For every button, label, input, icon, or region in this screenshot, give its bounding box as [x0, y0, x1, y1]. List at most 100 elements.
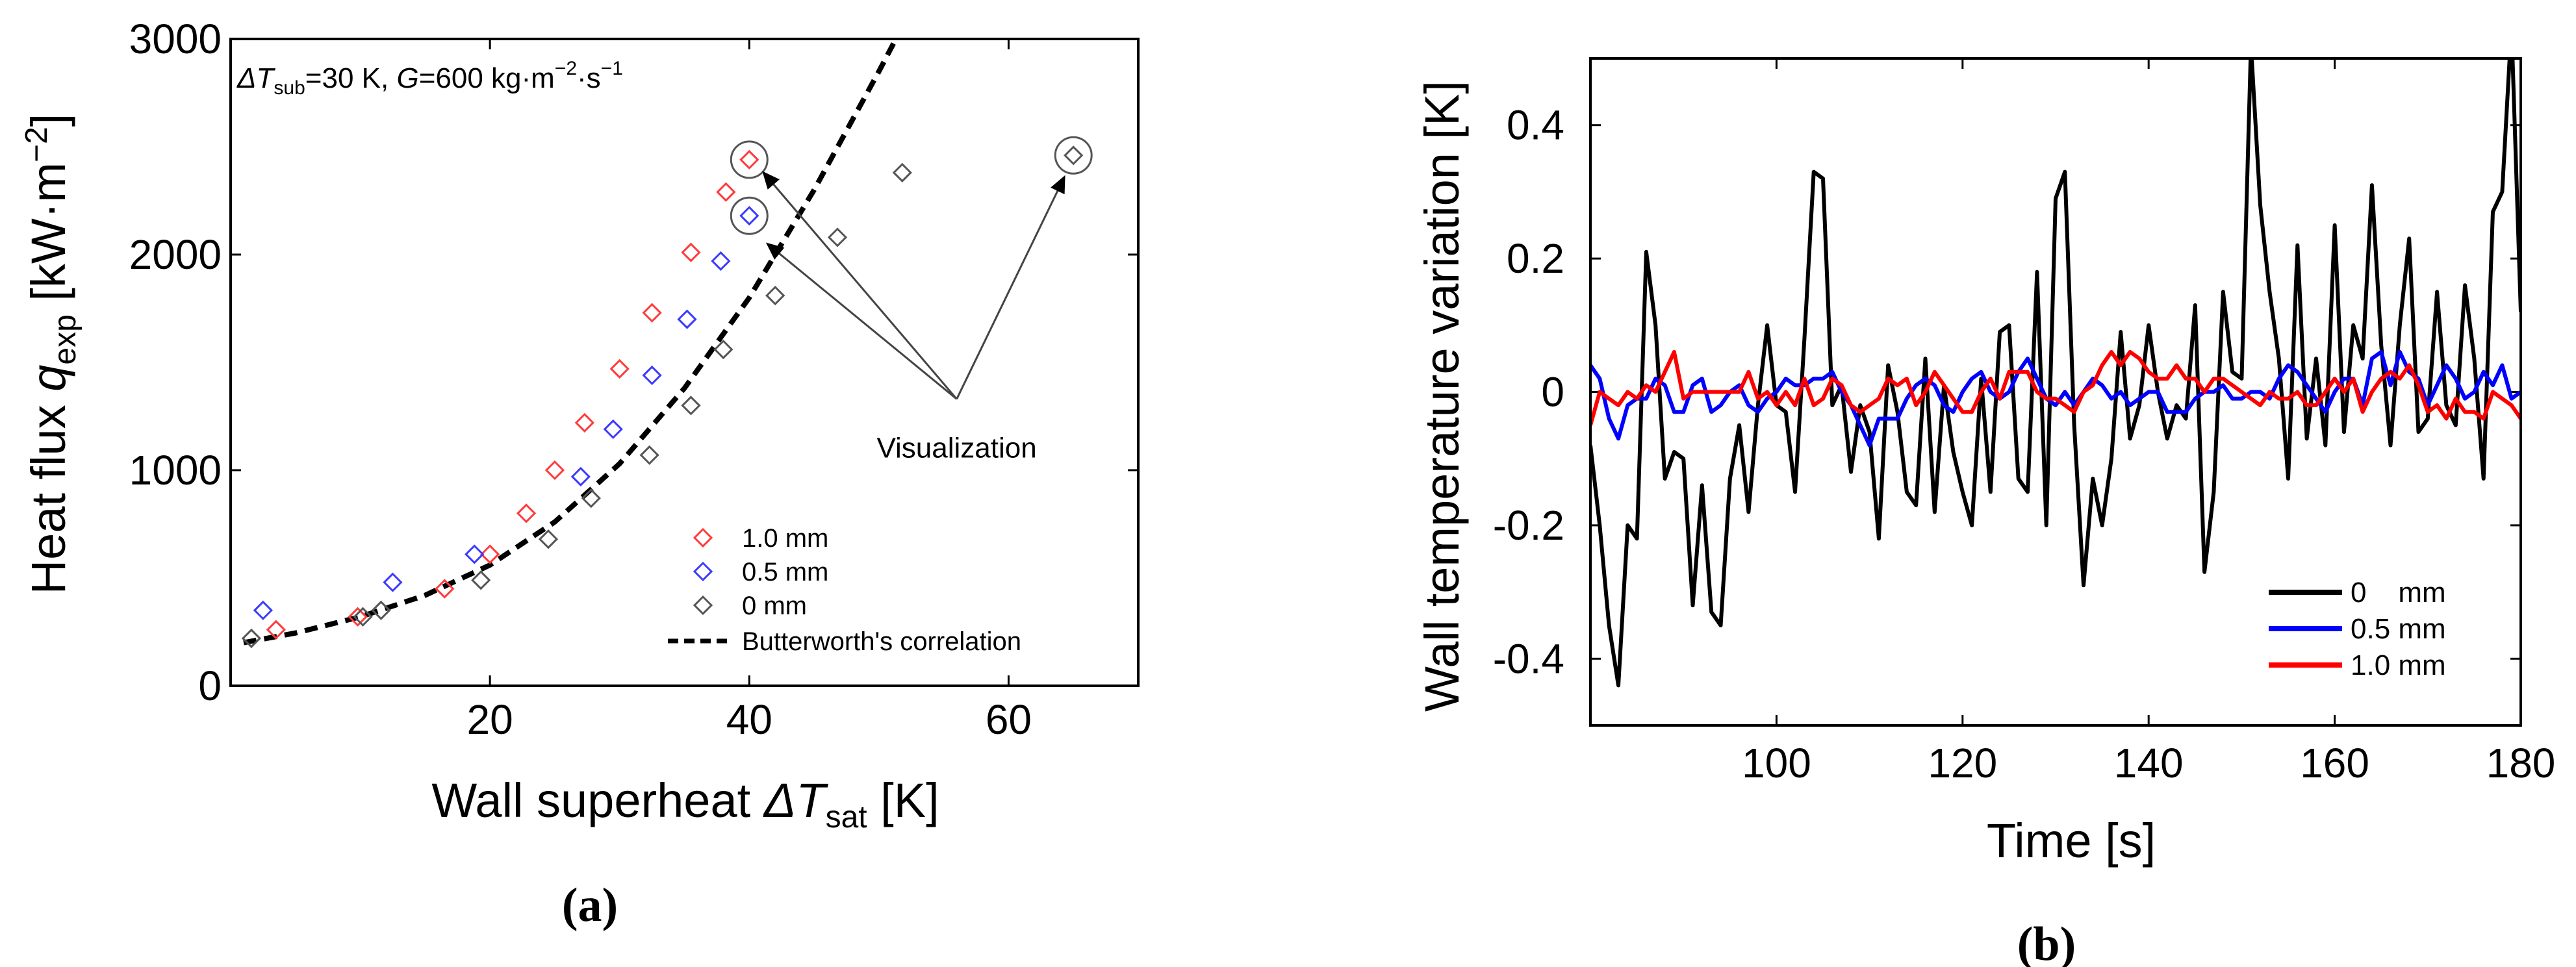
annotation-arrow [956, 175, 1065, 400]
y-tick-label: 2000 [129, 231, 222, 278]
data-point [603, 419, 623, 440]
panel-a-frame [229, 38, 1140, 687]
data-point [739, 206, 759, 226]
annotation-arrow [765, 242, 958, 400]
panel-b-x-axis-label: Time [s] [1987, 814, 2156, 868]
data-point [681, 396, 701, 416]
x-tick-label: 20 [467, 696, 513, 743]
legend-label: 1.0 mm [2351, 649, 2446, 681]
x-tick-label: 60 [986, 696, 1032, 743]
legend-label: 0 mm [742, 592, 807, 620]
y-tick-label: 0 [198, 662, 222, 709]
data-point [353, 607, 373, 627]
title-g: G [396, 62, 418, 94]
series-0-mm [241, 145, 1084, 649]
data-point [348, 607, 368, 627]
series-0-5-mm [253, 206, 759, 620]
panel-a-label: (a) [562, 879, 618, 932]
y-tick-label: 0.4 [1507, 102, 1564, 149]
visualization-highlight-circle [1054, 136, 1093, 175]
data-point [435, 579, 455, 599]
x-tick-label: 120 [1928, 740, 1997, 786]
data-point [677, 309, 697, 329]
title-mid: ·s [577, 62, 601, 94]
x-label-sub: sat [826, 800, 867, 835]
y-label-symbol: q [21, 365, 75, 392]
x-tick-label: 140 [2114, 740, 2184, 786]
panel-a-x-ticks: 20 40 60 [467, 39, 1032, 743]
y-label-close: ] [21, 114, 75, 127]
panel-b: 100 120 140 160 180 -0.4 -0.2 0 0.2 0.4 0 mm 0.5 … [1415, 57, 2555, 967]
legend-marker [693, 595, 713, 616]
y-label-unit: [kW·m [21, 162, 75, 314]
y-tick-label: 3000 [129, 16, 222, 62]
data-point [253, 600, 274, 620]
panel-b-legend: 0 mm 0.5 mm 1.0 mm [2269, 577, 2446, 681]
data-point [570, 466, 591, 487]
data-point [371, 600, 391, 620]
panel-b-label: (b) [2017, 918, 2076, 967]
data-point [716, 182, 736, 202]
x-tick-label: 100 [1742, 740, 1811, 786]
data-point [681, 242, 701, 262]
data-point [516, 503, 537, 523]
y-label-sub: exp [48, 314, 83, 364]
x-tick-label: 180 [2486, 740, 2556, 786]
title-eq1: =30 K, [305, 62, 397, 94]
series-line-0-mm [1590, 58, 2521, 688]
annotation-arrow [762, 171, 958, 400]
x-tick-label: 40 [726, 696, 772, 743]
data-point [241, 628, 262, 649]
title-dt-sub: sub [274, 77, 305, 99]
panel-b-frame [1589, 57, 2522, 727]
panel-b-plot-area: 0 mm 0.5 mm 1.0 mm [1589, 57, 2522, 727]
data-point [892, 162, 912, 182]
panel-a-legend: 1.0 mm 0.5 mm 0 mm Butterworth's correlatio… [668, 524, 1021, 656]
title-exp1: −2 [555, 58, 577, 79]
visualization-highlight-circle [730, 140, 769, 179]
data-point [574, 412, 594, 433]
data-point [1064, 145, 1084, 166]
y-label-main: Heat flux [21, 392, 75, 595]
x-tick-label: 160 [2300, 740, 2369, 786]
legend-marker [693, 561, 713, 582]
panel-a-y-axis-label: Heat flux qexp [kW·m−2] [19, 114, 83, 595]
data-point [581, 488, 601, 509]
x-label-unit: [K] [867, 773, 939, 827]
title-eq2: =600 kg·m [419, 62, 555, 94]
data-point [713, 339, 733, 360]
data-point [544, 460, 565, 481]
svg-text:ΔTsub=30 K, G=600 kg·m−2·s−1: ΔTsub=30 K, G=600 kg·m−2·s−1 [236, 58, 623, 99]
legend-label: 0.5 mm [742, 558, 828, 586]
data-point [383, 572, 403, 592]
data-point [538, 529, 559, 549]
legend-label: 1.0 mm [742, 524, 828, 553]
legend-label: 0 mm [2351, 577, 2446, 609]
data-point [266, 620, 286, 640]
data-point [827, 227, 848, 247]
y-tick-label: 1000 [129, 447, 222, 494]
data-point [471, 570, 491, 590]
panel-b-y-axis-label: Wall temperature variation [K] [1415, 81, 1469, 712]
series-line-0-5-mm [1590, 349, 2521, 447]
y-tick-label: 0.2 [1507, 235, 1564, 282]
data-point [642, 365, 662, 386]
panel-a-y-ticks: 0 1000 2000 3000 [129, 16, 1138, 709]
panel-a-title: ΔTsub=30 K, G=600 kg·m−2·s−1 [236, 58, 623, 99]
y-tick-label: 0 [1541, 369, 1564, 416]
y-tick-label: -0.2 [1493, 502, 1564, 549]
legend-marker [693, 527, 713, 548]
panel-a-plot-area: Visualization 1.0 mm 0.5 mm 0 mm Butterworth… [229, 38, 1140, 687]
data-point [639, 445, 659, 465]
visualization-annotation: Visualization [876, 432, 1036, 464]
data-point [765, 285, 785, 306]
data-point [642, 303, 662, 323]
panel-a: ΔTsub=30 K, G=600 kg·m−2·s−1 20 40 60 0 100… [19, 16, 1140, 932]
data-point [739, 149, 759, 170]
panel-b-x-ticks: 100 120 140 160 180 [1742, 58, 2555, 786]
x-label-main: Wall superheat [431, 773, 763, 827]
data-point [609, 358, 630, 379]
panel-b-y-ticks: -0.4 -0.2 0 0.2 0.4 [1493, 102, 2521, 682]
title-dt: ΔT [236, 62, 276, 94]
